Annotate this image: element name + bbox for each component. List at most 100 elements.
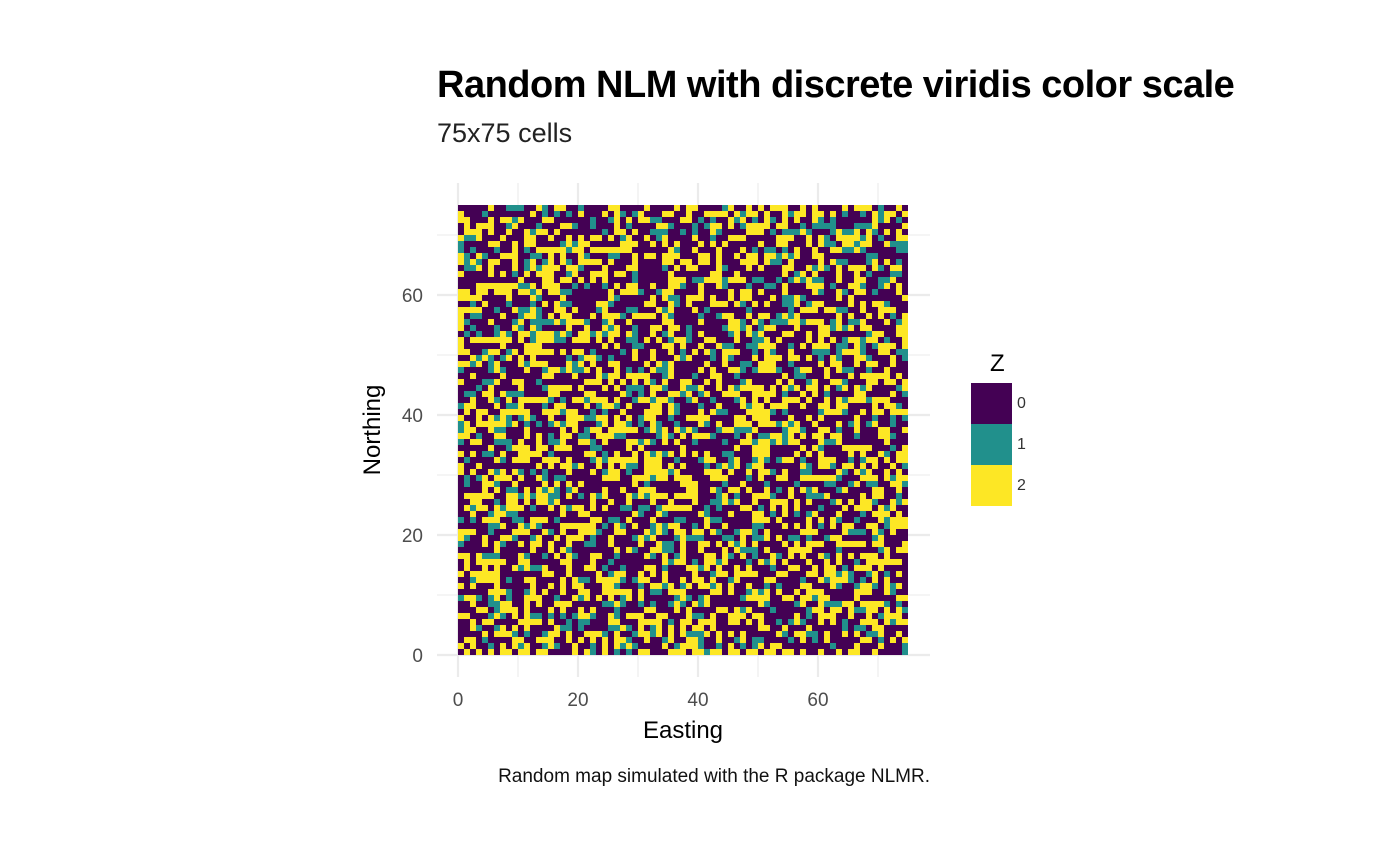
raster-cell — [884, 589, 890, 595]
raster-cell — [464, 439, 470, 445]
raster-cell — [644, 451, 650, 457]
raster-cell — [692, 271, 698, 277]
raster-cell — [578, 427, 584, 433]
raster-cell — [740, 259, 746, 265]
raster-cell — [614, 577, 620, 583]
raster-cell — [692, 517, 698, 523]
raster-cell — [536, 457, 542, 463]
raster-cell — [506, 523, 512, 529]
raster-cell — [542, 403, 548, 409]
raster-cell — [896, 295, 902, 301]
raster-cell — [518, 403, 524, 409]
raster-cell — [638, 601, 644, 607]
raster-cell — [692, 607, 698, 613]
raster-cell — [728, 571, 734, 577]
raster-cell — [674, 391, 680, 397]
raster-cell — [818, 487, 824, 493]
raster-cell — [854, 595, 860, 601]
raster-cell — [500, 529, 506, 535]
raster-cell — [476, 427, 482, 433]
raster-cell — [842, 349, 848, 355]
raster-cell — [506, 319, 512, 325]
raster-cell — [680, 511, 686, 517]
raster-cell — [542, 649, 548, 655]
raster-cell — [536, 391, 542, 397]
raster-cell — [518, 343, 524, 349]
raster-cell — [884, 613, 890, 619]
raster-cell — [488, 337, 494, 343]
raster-cell — [572, 475, 578, 481]
raster-cell — [674, 307, 680, 313]
raster-cell — [794, 535, 800, 541]
raster-cell — [566, 613, 572, 619]
raster-cell — [518, 427, 524, 433]
raster-cell — [470, 325, 476, 331]
raster-cell — [560, 373, 566, 379]
raster-cell — [530, 385, 536, 391]
raster-cell — [728, 433, 734, 439]
raster-cell — [578, 607, 584, 613]
raster-cell — [476, 475, 482, 481]
raster-cell — [860, 523, 866, 529]
raster-cell — [494, 619, 500, 625]
raster-cell — [506, 337, 512, 343]
raster-cell — [626, 385, 632, 391]
raster-cell — [584, 277, 590, 283]
raster-cell — [740, 565, 746, 571]
raster-cell — [560, 541, 566, 547]
raster-cell — [596, 469, 602, 475]
raster-cell — [854, 547, 860, 553]
raster-cell — [572, 553, 578, 559]
raster-cell — [752, 289, 758, 295]
raster-cell — [902, 457, 908, 463]
raster-cell — [818, 613, 824, 619]
raster-cell — [608, 643, 614, 649]
raster-cell — [626, 475, 632, 481]
raster-cell — [704, 457, 710, 463]
raster-cell — [692, 487, 698, 493]
raster-cell — [620, 475, 626, 481]
raster-cell — [674, 523, 680, 529]
raster-cell — [602, 313, 608, 319]
raster-cell — [572, 259, 578, 265]
raster-cell — [476, 451, 482, 457]
raster-cell — [704, 577, 710, 583]
raster-cell — [512, 649, 518, 655]
raster-cell — [692, 589, 698, 595]
raster-cell — [902, 355, 908, 361]
raster-cell — [572, 643, 578, 649]
raster-cell — [776, 433, 782, 439]
raster-cell — [668, 283, 674, 289]
raster-cell — [806, 451, 812, 457]
raster-cell — [824, 433, 830, 439]
raster-cell — [812, 271, 818, 277]
raster-cell — [686, 403, 692, 409]
raster-cell — [554, 619, 560, 625]
raster-cell — [560, 271, 566, 277]
raster-cell — [842, 643, 848, 649]
raster-cell — [566, 607, 572, 613]
raster-cell — [824, 547, 830, 553]
raster-cell — [566, 481, 572, 487]
raster-cell — [596, 379, 602, 385]
raster-cell — [776, 529, 782, 535]
raster-cell — [680, 595, 686, 601]
raster-cell — [692, 259, 698, 265]
raster-cell — [896, 553, 902, 559]
raster-cell — [890, 277, 896, 283]
raster-cell — [890, 619, 896, 625]
raster-cell — [758, 553, 764, 559]
raster-cell — [866, 475, 872, 481]
raster-cell — [854, 427, 860, 433]
raster-cell — [764, 511, 770, 517]
raster-cell — [566, 565, 572, 571]
raster-cell — [674, 439, 680, 445]
raster-cell — [584, 649, 590, 655]
raster-cell — [674, 367, 680, 373]
raster-cell — [710, 553, 716, 559]
raster-cell — [692, 445, 698, 451]
raster-cell — [548, 325, 554, 331]
raster-cell — [854, 337, 860, 343]
raster-cell — [626, 619, 632, 625]
raster-cell — [524, 553, 530, 559]
